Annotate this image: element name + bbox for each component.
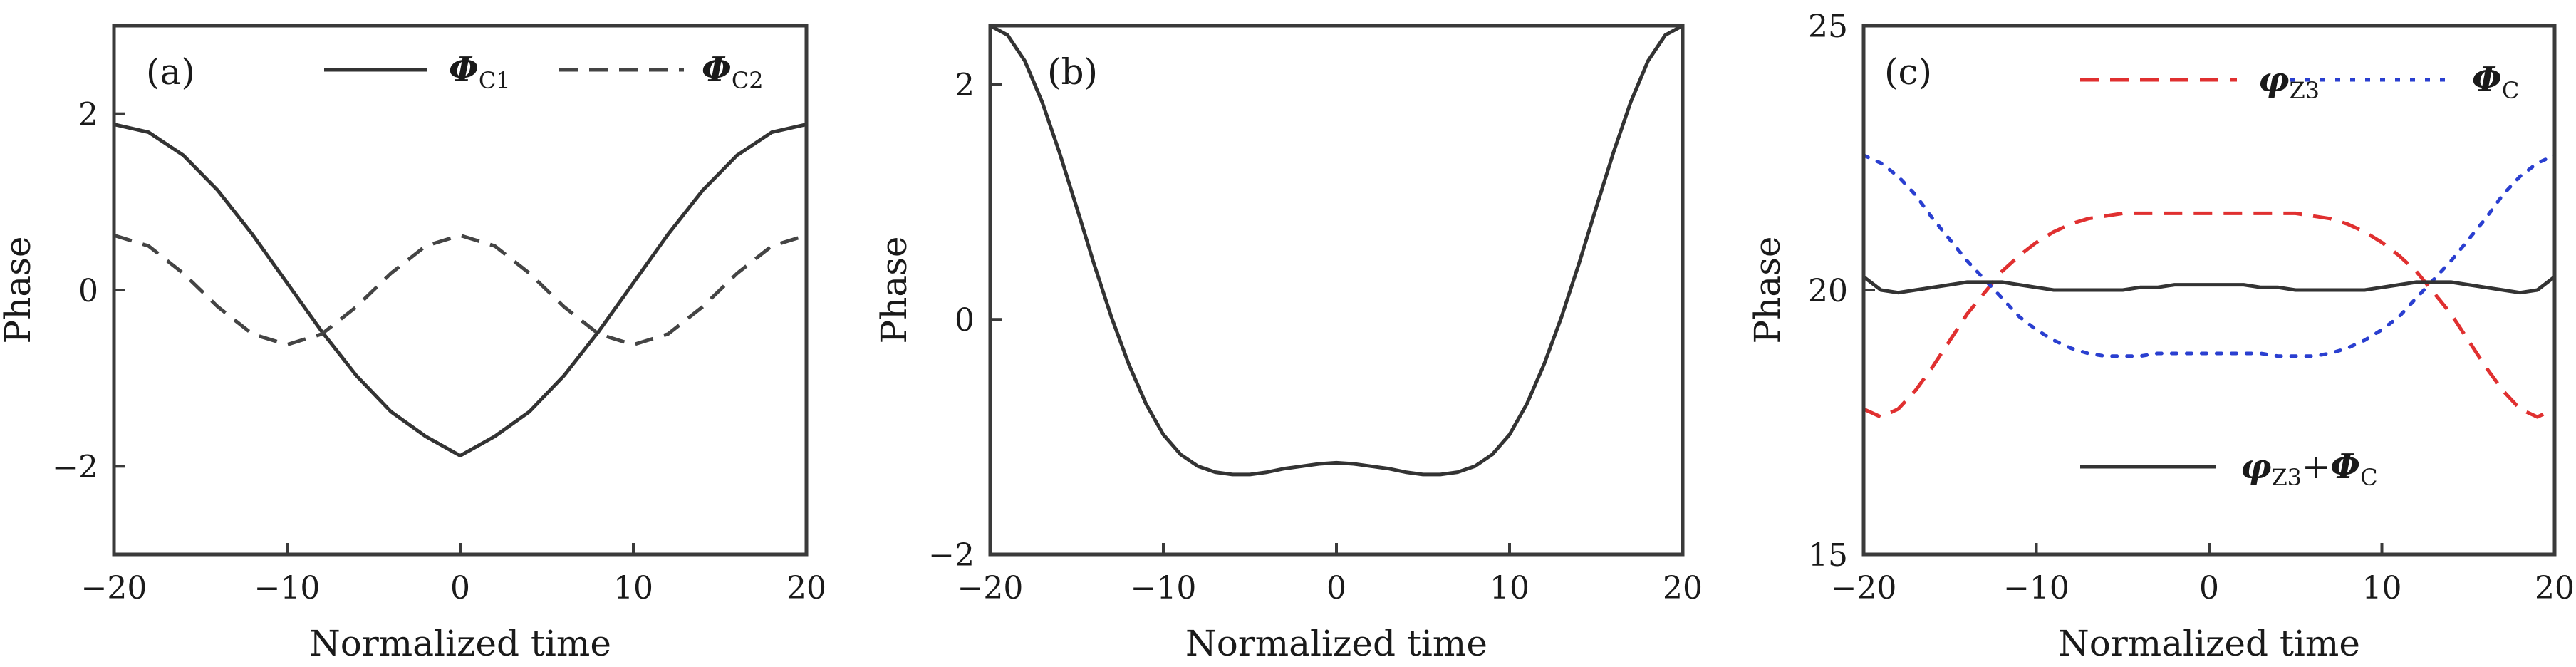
y-tick-label-0-1: 0 [78, 273, 98, 309]
x-tick-label-0-2: 0 [450, 570, 470, 606]
series-line-2-2 [1864, 275, 2555, 295]
legend-label-0-0: ΦC1 [449, 50, 511, 94]
plot-frame-2 [1861, 24, 2557, 557]
y-axis-title-0: Phase [0, 237, 38, 344]
x-tick-label-2-1: −10 [2003, 570, 2069, 606]
x-tick-label-0-1: −10 [254, 570, 321, 606]
y-tick-label-2-1: 20 [1808, 273, 1848, 309]
y-tick-label-2-2: 25 [1808, 9, 1848, 45]
series-line-2-1 [1864, 153, 2555, 358]
legend-label-0-1: ΦC2 [702, 50, 764, 94]
y-tick-label-0-2: 2 [78, 97, 98, 133]
legend-2: φZ3 ΦC φZ3+ΦC [2080, 60, 2519, 491]
x-tick-label-0-3: 10 [613, 570, 653, 606]
x-tick-label-2-2: 0 [2199, 570, 2219, 606]
y-tick-label-2-0: 15 [1808, 537, 1848, 574]
x-tick-label-1-3: 10 [1490, 570, 1530, 606]
plot-frame-0 [112, 24, 809, 557]
x-tick-label-0-4: 20 [786, 570, 826, 606]
x-axis-title-0: Normalized time [309, 623, 611, 664]
legend-0: ΦC1 ΦC2 [324, 50, 764, 94]
x-axis-title-1: Normalized time [1185, 623, 1487, 664]
legend-label-2-0: φZ3 [2258, 60, 2320, 104]
y-axis-title-1: Phase [873, 237, 915, 344]
x-tick-label-1-1: −10 [1131, 570, 1197, 606]
x-tick-label-0-0: −20 [81, 570, 147, 606]
legend-label-2-2: φZ3+ΦC [2240, 447, 2378, 491]
x-tick-label-2-3: 10 [2362, 570, 2402, 606]
panel-label-1: (b) [1047, 51, 1098, 93]
y-tick-label-1-2: 2 [955, 67, 975, 103]
panel-label-2: (c) [1884, 51, 1932, 93]
panel-label-0: (a) [146, 51, 195, 93]
series-line-0-1 [114, 233, 806, 347]
x-tick-label-2-0: −20 [1831, 570, 1897, 606]
x-tick-label-1-0: −20 [957, 570, 1024, 606]
x-tick-label-1-2: 0 [1326, 570, 1346, 606]
x-tick-label-1-4: 20 [1663, 570, 1703, 606]
chart-panel-2: −20 −10 0 10 20 15 20 25 Normalized time Phase (c)… [1747, 9, 2575, 664]
y-tick-label-1-0: −2 [928, 537, 975, 574]
series-line-2-0 [1864, 211, 2555, 419]
series-line-0-0 [114, 123, 806, 457]
x-tick-label-2-4: 20 [2535, 570, 2575, 606]
series-line-1-0 [990, 26, 1683, 477]
y-axis-title-2: Phase [1747, 237, 1788, 344]
plot-frame-1 [988, 24, 1685, 557]
x-axis-title-2: Normalized time [2058, 623, 2360, 664]
y-tick-label-1-1: 0 [955, 302, 975, 338]
y-tick-label-0-0: −2 [52, 449, 98, 485]
legend-label-2-1: ΦC [2472, 60, 2519, 104]
